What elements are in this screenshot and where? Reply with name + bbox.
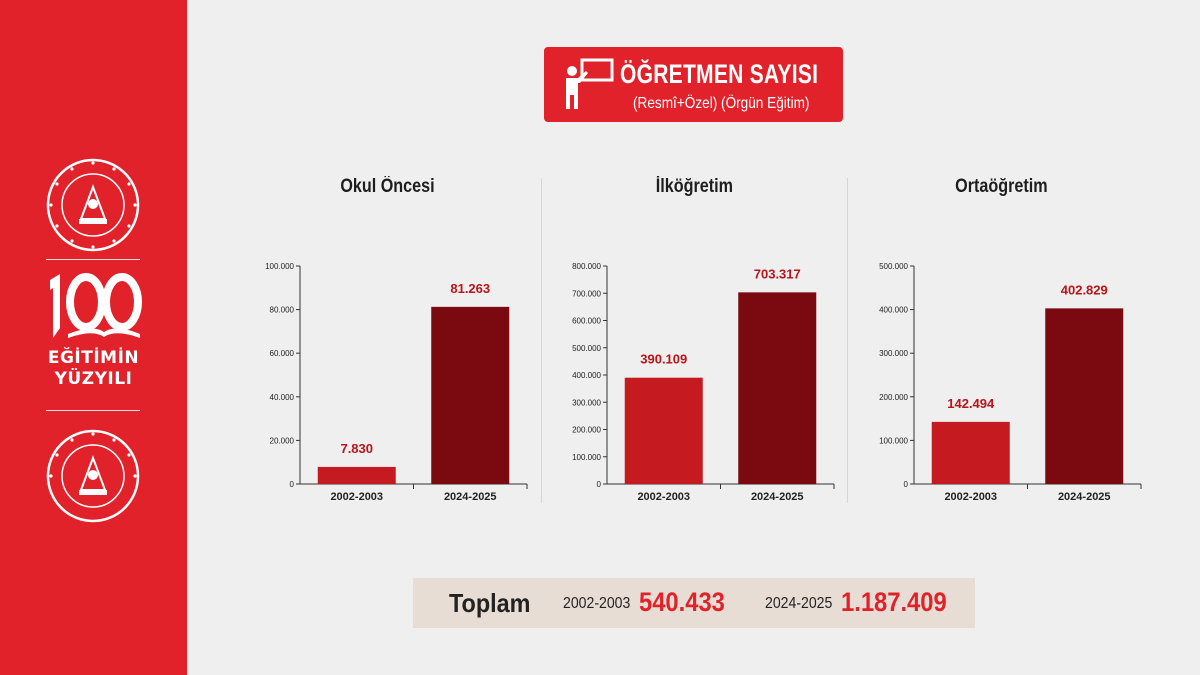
y-tick-label: 400.000 — [879, 306, 908, 315]
chart-panel-ilkogretim: İlköğretim 0 100.000 200.000 300.000 400.000… — [549, 170, 839, 515]
bar — [1045, 308, 1124, 484]
y-tick-label: 300.000 — [879, 349, 908, 358]
meb-seal-icon — [46, 158, 140, 252]
bar-chart: 0 100.000 200.000 300.000 400.000 500.000 600.… — [572, 262, 835, 503]
x-tick-label: 2024-2025 — [444, 491, 497, 503]
y-tick-label: 0 — [597, 480, 602, 489]
x-tick-label: 2024-2025 — [751, 491, 804, 503]
totals-value: 1.187.409 — [841, 587, 947, 617]
data-label: 81.263 — [450, 281, 490, 296]
y-tick-label: 400.000 — [572, 371, 601, 380]
x-tick-label: 2002-2003 — [944, 491, 997, 503]
chart-panel-okul-oncesi: Okul Öncesi 0 20.000 40.000 60.000 80.000 100… — [242, 170, 532, 515]
x-tick-label: 2024-2025 — [1058, 491, 1111, 503]
bar-chart: 0 20.000 40.000 60.000 80.000 100.000 7.830 200… — [265, 262, 528, 503]
logo-line-1: EĞİTİMİN — [47, 348, 140, 368]
data-label: 402.829 — [1061, 282, 1108, 297]
y-tick-label: 300.000 — [572, 398, 601, 407]
y-tick-label: 40.000 — [270, 393, 295, 402]
bar — [317, 466, 396, 484]
data-label: 390.109 — [640, 352, 687, 367]
y-tick-label: 200.000 — [879, 393, 908, 402]
sidebar: EĞİTİMİN YÜZYILI — [0, 0, 187, 675]
y-tick-label: 100.000 — [265, 262, 294, 271]
y-tick-label: 100.000 — [572, 453, 601, 462]
sidebar-divider — [46, 410, 140, 411]
totals-year: 2024-2025 — [765, 595, 833, 612]
100-years-logo-icon — [50, 273, 142, 338]
y-tick-label: 500.000 — [879, 262, 908, 271]
meb-seal-icon — [46, 429, 140, 523]
y-tick-label: 200.000 — [572, 426, 601, 435]
y-tick-label: 700.000 — [572, 289, 601, 298]
x-tick-label: 2002-2003 — [637, 491, 690, 503]
y-tick-label: 0 — [290, 480, 295, 489]
bar-chart: 0 100.000 200.000 300.000 400.000 500.000 142.… — [879, 262, 1142, 503]
y-tick-label: 100.000 — [879, 436, 908, 445]
y-tick-label: 800.000 — [572, 262, 601, 271]
bar — [431, 306, 510, 484]
panel-divider — [847, 178, 848, 503]
bar — [738, 292, 817, 484]
y-tick-label: 80.000 — [270, 306, 295, 315]
data-label: 703.317 — [754, 266, 801, 281]
y-tick-label: 0 — [904, 480, 909, 489]
totals-label: Toplam — [449, 588, 531, 618]
page-subtitle: (Resmî+Özel) (Örgün Eğitim) — [633, 95, 810, 112]
bar — [931, 421, 1010, 484]
x-tick-label: 2002-2003 — [330, 491, 383, 503]
chart-panel-ortaogretim: Ortaöğretim 0 100.000 200.000 300.000 400.00… — [856, 170, 1146, 515]
logo-line-2: YÜZYILI — [54, 369, 133, 389]
chart-title: Okul Öncesi — [339, 176, 435, 197]
totals-value: 540.433 — [639, 587, 725, 617]
y-tick-label: 600.000 — [572, 317, 601, 326]
panel-divider — [541, 178, 542, 503]
totals-year: 2002-2003 — [563, 595, 631, 612]
chart-title: Ortaöğretim — [954, 176, 1048, 197]
sidebar-divider — [46, 259, 140, 260]
chart-title: İlköğretim — [655, 176, 733, 197]
y-tick-label: 60.000 — [270, 349, 295, 358]
totals-bar: Toplam 2002-2003 540.433 2024-2025 1.187… — [413, 578, 975, 628]
teacher-at-board-icon — [566, 58, 614, 109]
y-tick-label: 20.000 — [270, 436, 295, 445]
y-tick-label: 500.000 — [572, 344, 601, 353]
data-label: 7.830 — [340, 441, 373, 456]
page-title: ÖĞRETMEN SAYISI — [620, 59, 819, 89]
title-box: ÖĞRETMEN SAYISI (Resmî+Özel) (Örgün Eğit… — [544, 47, 843, 122]
data-label: 142.494 — [947, 396, 995, 411]
bar — [624, 377, 703, 484]
